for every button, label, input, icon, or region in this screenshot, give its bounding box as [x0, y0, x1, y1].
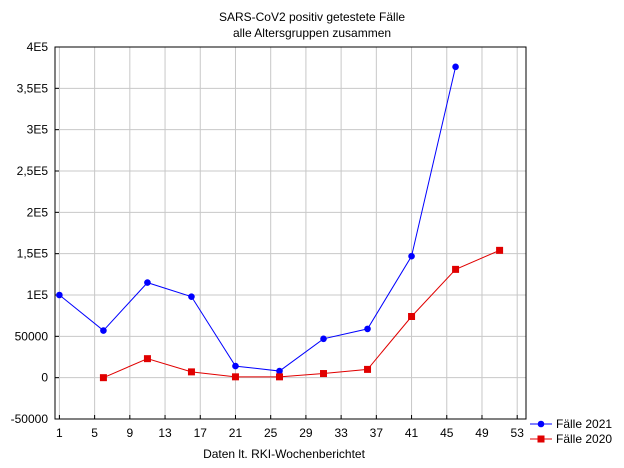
data-point — [187, 368, 195, 376]
data-point — [232, 362, 239, 370]
x-axis-label: Daten lt. RKI-Wochenberichtet — [203, 447, 366, 461]
legend-label: Fälle 2021 — [556, 417, 612, 431]
data-point — [452, 265, 460, 273]
data-point — [275, 373, 283, 381]
x-tick-label: 41 — [405, 426, 419, 440]
grid-lines — [55, 46, 526, 420]
data-point — [144, 279, 151, 286]
x-tick-label: 29 — [299, 426, 313, 440]
y-tick-label: 1E5 — [27, 288, 49, 302]
x-tick-label: 5 — [91, 426, 98, 440]
data-point — [100, 327, 107, 334]
y-tick-label: 2E5 — [27, 205, 49, 219]
data-point — [452, 63, 459, 71]
legend-label: Fälle 2020 — [556, 432, 612, 446]
data-point — [364, 365, 372, 373]
chart-subtitle: alle Altersgruppen zusammen — [233, 26, 391, 40]
data-point — [408, 252, 415, 260]
x-tick-label: 17 — [194, 426, 208, 440]
x-tick-label: 33 — [334, 426, 348, 440]
series-line — [59, 66, 457, 372]
data-point — [188, 293, 195, 300]
chart-title: SARS-CoV2 positiv getestete Fälle — [219, 10, 405, 24]
series-layer — [56, 63, 504, 382]
x-tick-label: 21 — [229, 426, 243, 440]
y-tick-label: 3,5E5 — [17, 81, 49, 95]
x-tick-label: 37 — [370, 426, 384, 440]
data-point — [99, 374, 107, 382]
y-tick-label: 0 — [41, 371, 48, 385]
x-tick-label: 45 — [440, 426, 454, 440]
data-point — [143, 355, 151, 363]
data-point — [56, 291, 63, 299]
data-point — [320, 370, 328, 378]
x-tick-label: 49 — [475, 426, 489, 440]
series-line — [103, 249, 500, 379]
y-tick-label: 1,5E5 — [17, 247, 49, 261]
data-point — [496, 246, 504, 254]
x-tick-label: 1 — [56, 426, 63, 440]
y-tick-label: 4E5 — [27, 40, 49, 54]
legend-marker — [537, 420, 545, 428]
data-point — [408, 312, 416, 320]
axis-ticks: 1 5 9 13 17 21 25 29 33 37 41 45 49 53 -50000 0 50000 1E5… — [11, 40, 525, 440]
legend-marker — [537, 435, 545, 443]
y-tick-label: 3E5 — [27, 123, 49, 137]
x-tick-label: 9 — [126, 426, 133, 440]
plot-area — [54, 46, 527, 420]
y-tick-label: 50000 — [15, 329, 49, 343]
data-point — [276, 367, 283, 375]
data-point — [364, 325, 371, 333]
y-tick-label: -50000 — [11, 412, 49, 426]
y-tick-label: 2,5E5 — [17, 164, 49, 178]
data-point — [231, 373, 239, 381]
data-point — [320, 335, 327, 343]
x-tick-label: 25 — [264, 426, 278, 440]
x-tick-label: 53 — [511, 426, 525, 440]
x-tick-label: 13 — [158, 426, 172, 440]
